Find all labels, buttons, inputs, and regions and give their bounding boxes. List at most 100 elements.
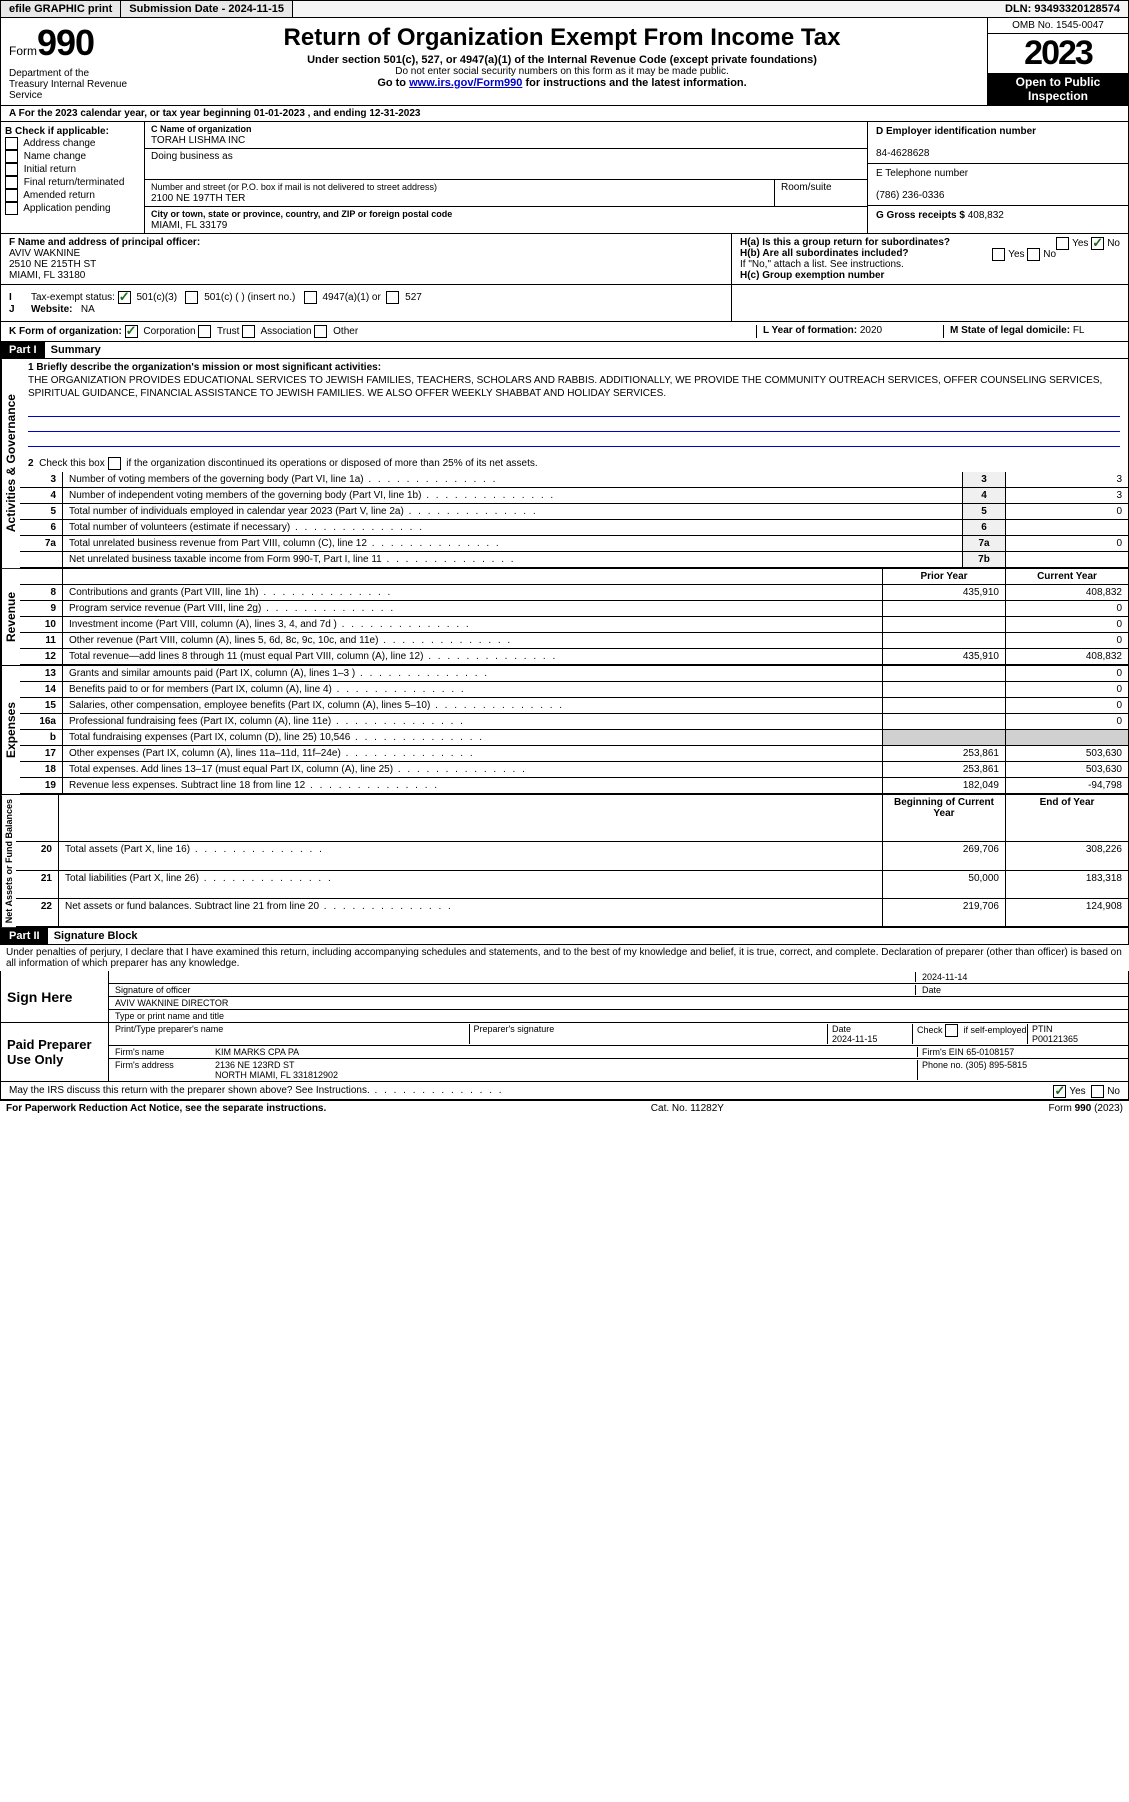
k-l-m-row: K Form of organization: Corporation Trus…: [0, 322, 1129, 342]
hb-yes-checkbox[interactable]: [992, 248, 1005, 261]
officer-name: AVIV WAKNINE DIRECTOR: [109, 997, 1128, 1010]
gov-label: Activities & Governance: [1, 359, 20, 568]
table-row: 3Number of voting members of the governi…: [20, 472, 1128, 488]
discuss-yes-checkbox[interactable]: [1053, 1085, 1066, 1098]
col-d: D Employer identification number 84-46286…: [867, 122, 1128, 233]
firm-phone-label: Phone no.: [922, 1060, 963, 1070]
rev-label: Revenue: [1, 569, 20, 665]
table-row: 17Other expenses (Part IX, column (A), l…: [20, 746, 1128, 762]
phone-label: E Telephone number: [876, 168, 968, 179]
firm-phone: (305) 895-5815: [966, 1060, 1028, 1070]
b-opt-checkbox[interactable]: [5, 150, 18, 163]
ha-yes-checkbox[interactable]: [1056, 237, 1069, 250]
sig-officer-label: Signature of officer: [115, 985, 915, 995]
efile-print-button[interactable]: efile GRAPHIC print: [1, 1, 121, 17]
table-row: 19Revenue less expenses. Subtract line 1…: [20, 778, 1128, 794]
addr-label: Number and street (or P.O. box if mail i…: [151, 182, 437, 192]
b-opt-checkbox[interactable]: [5, 202, 18, 215]
ha-no-checkbox[interactable]: [1091, 237, 1104, 250]
l-label: L Year of formation:: [763, 325, 857, 336]
sign-here-label: Sign Here: [1, 971, 109, 1022]
gross-label: G Gross receipts $: [876, 210, 965, 221]
table-row: 6Total number of volunteers (estimate if…: [20, 520, 1128, 536]
q2-text: Check this box if the organization disco…: [39, 458, 538, 469]
mission-text: THE ORGANIZATION PROVIDES EDUCATIONAL SE…: [28, 375, 1102, 399]
paid-prep-label: Paid Preparer Use Only: [1, 1023, 109, 1081]
table-row: 21Total liabilities (Part X, line 26)50,…: [16, 870, 1128, 898]
b-option: Amended return: [5, 189, 140, 202]
j-label: Website:: [31, 304, 73, 315]
discuss-row: May the IRS discuss this return with the…: [0, 1082, 1129, 1100]
website-value: NA: [81, 304, 95, 315]
b-opt-checkbox[interactable]: [5, 189, 18, 202]
gross-value: 408,832: [968, 210, 1004, 221]
hb-note: If "No," attach a list. See instructions…: [740, 259, 1120, 270]
table-row: 13Grants and similar amounts paid (Part …: [20, 666, 1128, 682]
omb-number: OMB No. 1545-0047: [988, 18, 1128, 34]
prep-name-hdr: Print/Type preparer's name: [115, 1024, 470, 1044]
ein-label: D Employer identification number: [876, 126, 1036, 137]
discuss-no-checkbox[interactable]: [1091, 1085, 1104, 1098]
pra-notice: For Paperwork Reduction Act Notice, see …: [6, 1103, 326, 1114]
org-addr: 2100 NE 197TH TER: [151, 193, 245, 204]
ha-label: H(a) Is this a group return for subordin…: [740, 237, 950, 248]
principal-officer: F Name and address of principal officer:…: [1, 234, 732, 284]
k-corp-checkbox[interactable]: [125, 325, 138, 338]
form-header: Form990 Department of the Treasury Inter…: [0, 18, 1129, 106]
firm-name-label: Firm's name: [115, 1047, 215, 1057]
k-assoc-checkbox[interactable]: [242, 325, 255, 338]
firm-addr-label: Firm's address: [115, 1060, 215, 1080]
q2-checkbox[interactable]: [108, 457, 121, 470]
table-row: 8Contributions and grants (Part VIII, li…: [20, 585, 1128, 601]
phone-value: (786) 236-0336: [876, 190, 944, 201]
b-opt-checkbox[interactable]: [5, 137, 18, 150]
org-name: TORAH LISHMA INC: [151, 135, 245, 146]
k-trust-checkbox[interactable]: [198, 325, 211, 338]
b-opt-checkbox[interactable]: [5, 163, 18, 176]
h-section: H(a) Is this a group return for subordin…: [732, 234, 1128, 284]
ptin-hdr: PTIN: [1032, 1024, 1053, 1034]
prep-date-hdr: Date: [832, 1024, 851, 1034]
part1-body: Activities & Governance 1 Briefly descri…: [0, 359, 1129, 569]
table-row: bTotal fundraising expenses (Part IX, co…: [20, 730, 1128, 746]
i-527-checkbox[interactable]: [386, 291, 399, 304]
self-emp-checkbox[interactable]: [945, 1024, 958, 1037]
subtitle-1: Under section 501(c), 527, or 4947(a)(1)…: [141, 54, 983, 66]
mission-label: 1 Briefly describe the organization's mi…: [28, 362, 381, 373]
top-bar: efile GRAPHIC print Submission Date - 20…: [0, 0, 1129, 18]
hb-label: H(b) Are all subordinates included?: [740, 248, 909, 259]
table-row: 12Total revenue—add lines 8 through 11 (…: [20, 649, 1128, 665]
i-501c3-checkbox[interactable]: [118, 291, 131, 304]
hb-no-checkbox[interactable]: [1027, 248, 1040, 261]
form-title: Return of Organization Exempt From Incom…: [141, 24, 983, 52]
i-label: Tax-exempt status:: [31, 292, 115, 303]
l-value: 2020: [860, 325, 882, 336]
tax-year: 2023: [988, 34, 1128, 73]
b-option: Name change: [5, 150, 140, 163]
ein-value: 84-4628628: [876, 148, 929, 159]
subtitle-3: Go to www.irs.gov/Form990 for instructio…: [141, 77, 983, 89]
b-option: Initial return: [5, 163, 140, 176]
firm-ein-label: Firm's EIN: [922, 1047, 964, 1057]
m-value: FL: [1073, 325, 1085, 336]
b-option: Application pending: [5, 202, 140, 215]
net-label: Net Assets or Fund Balances: [1, 795, 16, 927]
b-option: Address change: [5, 137, 140, 150]
firm-ein: 65-0108157: [966, 1047, 1014, 1057]
part1-header: Part I Summary: [0, 342, 1129, 359]
sign-date: 2024-11-14: [915, 972, 1122, 982]
i-4947-checkbox[interactable]: [304, 291, 317, 304]
entity-grid: B Check if applicable: Address change Na…: [0, 122, 1129, 234]
firm-addr2: NORTH MIAMI, FL 331812902: [215, 1070, 338, 1080]
k-other-checkbox[interactable]: [314, 325, 327, 338]
ptin-value: P00121365: [1032, 1034, 1078, 1044]
perjury-text: Under penalties of perjury, I declare th…: [0, 945, 1129, 971]
table-row: 9Program service revenue (Part VIII, lin…: [20, 601, 1128, 617]
table-row: 10Investment income (Part VIII, column (…: [20, 617, 1128, 633]
org-city: MIAMI, FL 33179: [151, 220, 227, 231]
i-501c-checkbox[interactable]: [185, 291, 198, 304]
b-opt-checkbox[interactable]: [5, 176, 18, 189]
irs-link[interactable]: www.irs.gov/Form990: [409, 77, 522, 89]
form-ref: Form 990 (2023): [1049, 1103, 1123, 1114]
room-label: Room/suite: [781, 182, 832, 193]
